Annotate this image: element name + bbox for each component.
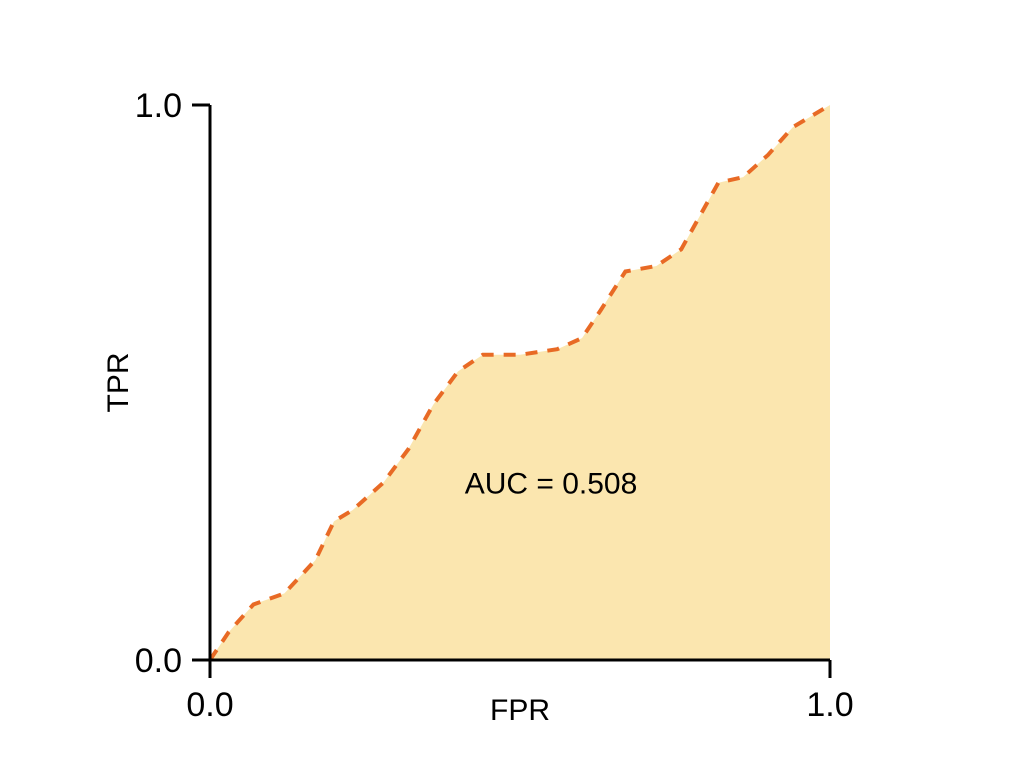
x-tick-label: 1.0 [806, 686, 853, 724]
x-tick-label: 0.0 [186, 686, 233, 724]
auc-annotation: AUC = 0.508 [465, 468, 638, 501]
x-axis-label: FPR [490, 694, 550, 727]
y-tick-label: 0.0 [135, 642, 182, 680]
y-tick-label: 1.0 [135, 87, 182, 125]
roc-chart: 0.0 1.0 0.0 1.0 FPR TPR AUC = 0.508 [0, 0, 1024, 768]
y-axis-label: TPR [102, 353, 135, 413]
